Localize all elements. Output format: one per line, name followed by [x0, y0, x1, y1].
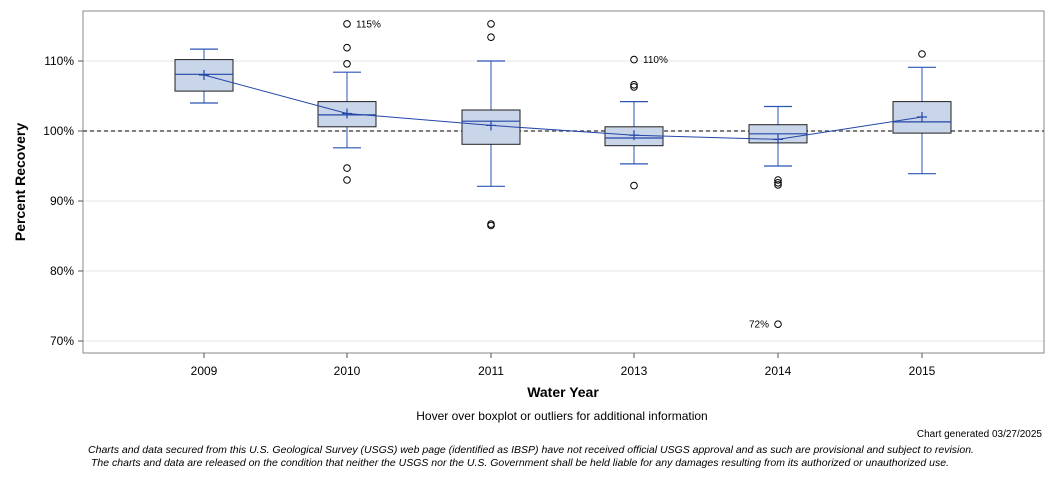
outlier-point — [918, 50, 926, 58]
x-axis: 2009 2010 2011 2013 2014 2015 — [191, 353, 936, 378]
box-2013 — [604, 55, 664, 190]
plot-frame — [82, 10, 1045, 354]
outlier-point — [487, 220, 495, 228]
outlier-point — [774, 181, 782, 189]
hover-instructions: Hover over boxplot or outliers for addit… — [416, 409, 708, 423]
outlier-point — [487, 33, 495, 42]
outlier-point — [774, 176, 782, 184]
disclaimer-line-2: The charts and data are released on the … — [91, 457, 949, 469]
x-axis-title: Water Year — [527, 384, 599, 400]
y-tick-label: 90% — [50, 194, 74, 208]
y-tick-label: 80% — [50, 264, 74, 278]
outlier-point — [343, 43, 351, 52]
outlier-point — [630, 55, 638, 64]
x-tick-label: 2014 — [765, 364, 792, 378]
y-axis-title: Percent Recovery — [12, 123, 28, 242]
outlier-label: 115% — [356, 19, 381, 30]
y-tick-label: 110% — [44, 54, 74, 68]
y-axis: 70% 80% 90% 100% 110% — [43, 54, 83, 348]
x-tick-label: 2010 — [334, 364, 361, 378]
disclaimer-line-1: Charts and data secured from this U.S. G… — [88, 444, 974, 456]
box-2014 — [748, 105, 808, 329]
x-tick-label: 2009 — [191, 364, 218, 378]
outlier-point — [343, 60, 351, 68]
chart-generated-date: Chart generated 03/27/2025 — [916, 429, 1042, 440]
outlier-point — [774, 179, 782, 187]
y-tick-label: 100% — [43, 124, 74, 138]
outlier-point — [343, 176, 351, 184]
box-2009 — [174, 48, 234, 104]
outlier-point — [343, 20, 351, 28]
outlier-label: 110% — [643, 55, 668, 66]
mean-connect-group — [203, 74, 923, 140]
x-tick-label: 2011 — [478, 364, 504, 378]
outlier-point — [774, 320, 782, 329]
boxes-group: 115% 110% 72% — [174, 19, 952, 331]
mean-connect-line — [203, 74, 923, 140]
box-2010 — [317, 20, 377, 184]
outlier-point — [343, 164, 351, 172]
box-2015 — [892, 50, 952, 175]
outlier-label: 72% — [749, 320, 769, 331]
outlier-point — [630, 181, 638, 190]
outlier-point — [487, 20, 495, 28]
x-tick-label: 2013 — [621, 364, 648, 378]
box-2011 — [461, 20, 521, 230]
outlier-point — [630, 83, 638, 91]
outlier-point — [630, 81, 638, 89]
y-tick-label: 70% — [50, 334, 74, 348]
x-tick-label: 2015 — [909, 364, 936, 378]
